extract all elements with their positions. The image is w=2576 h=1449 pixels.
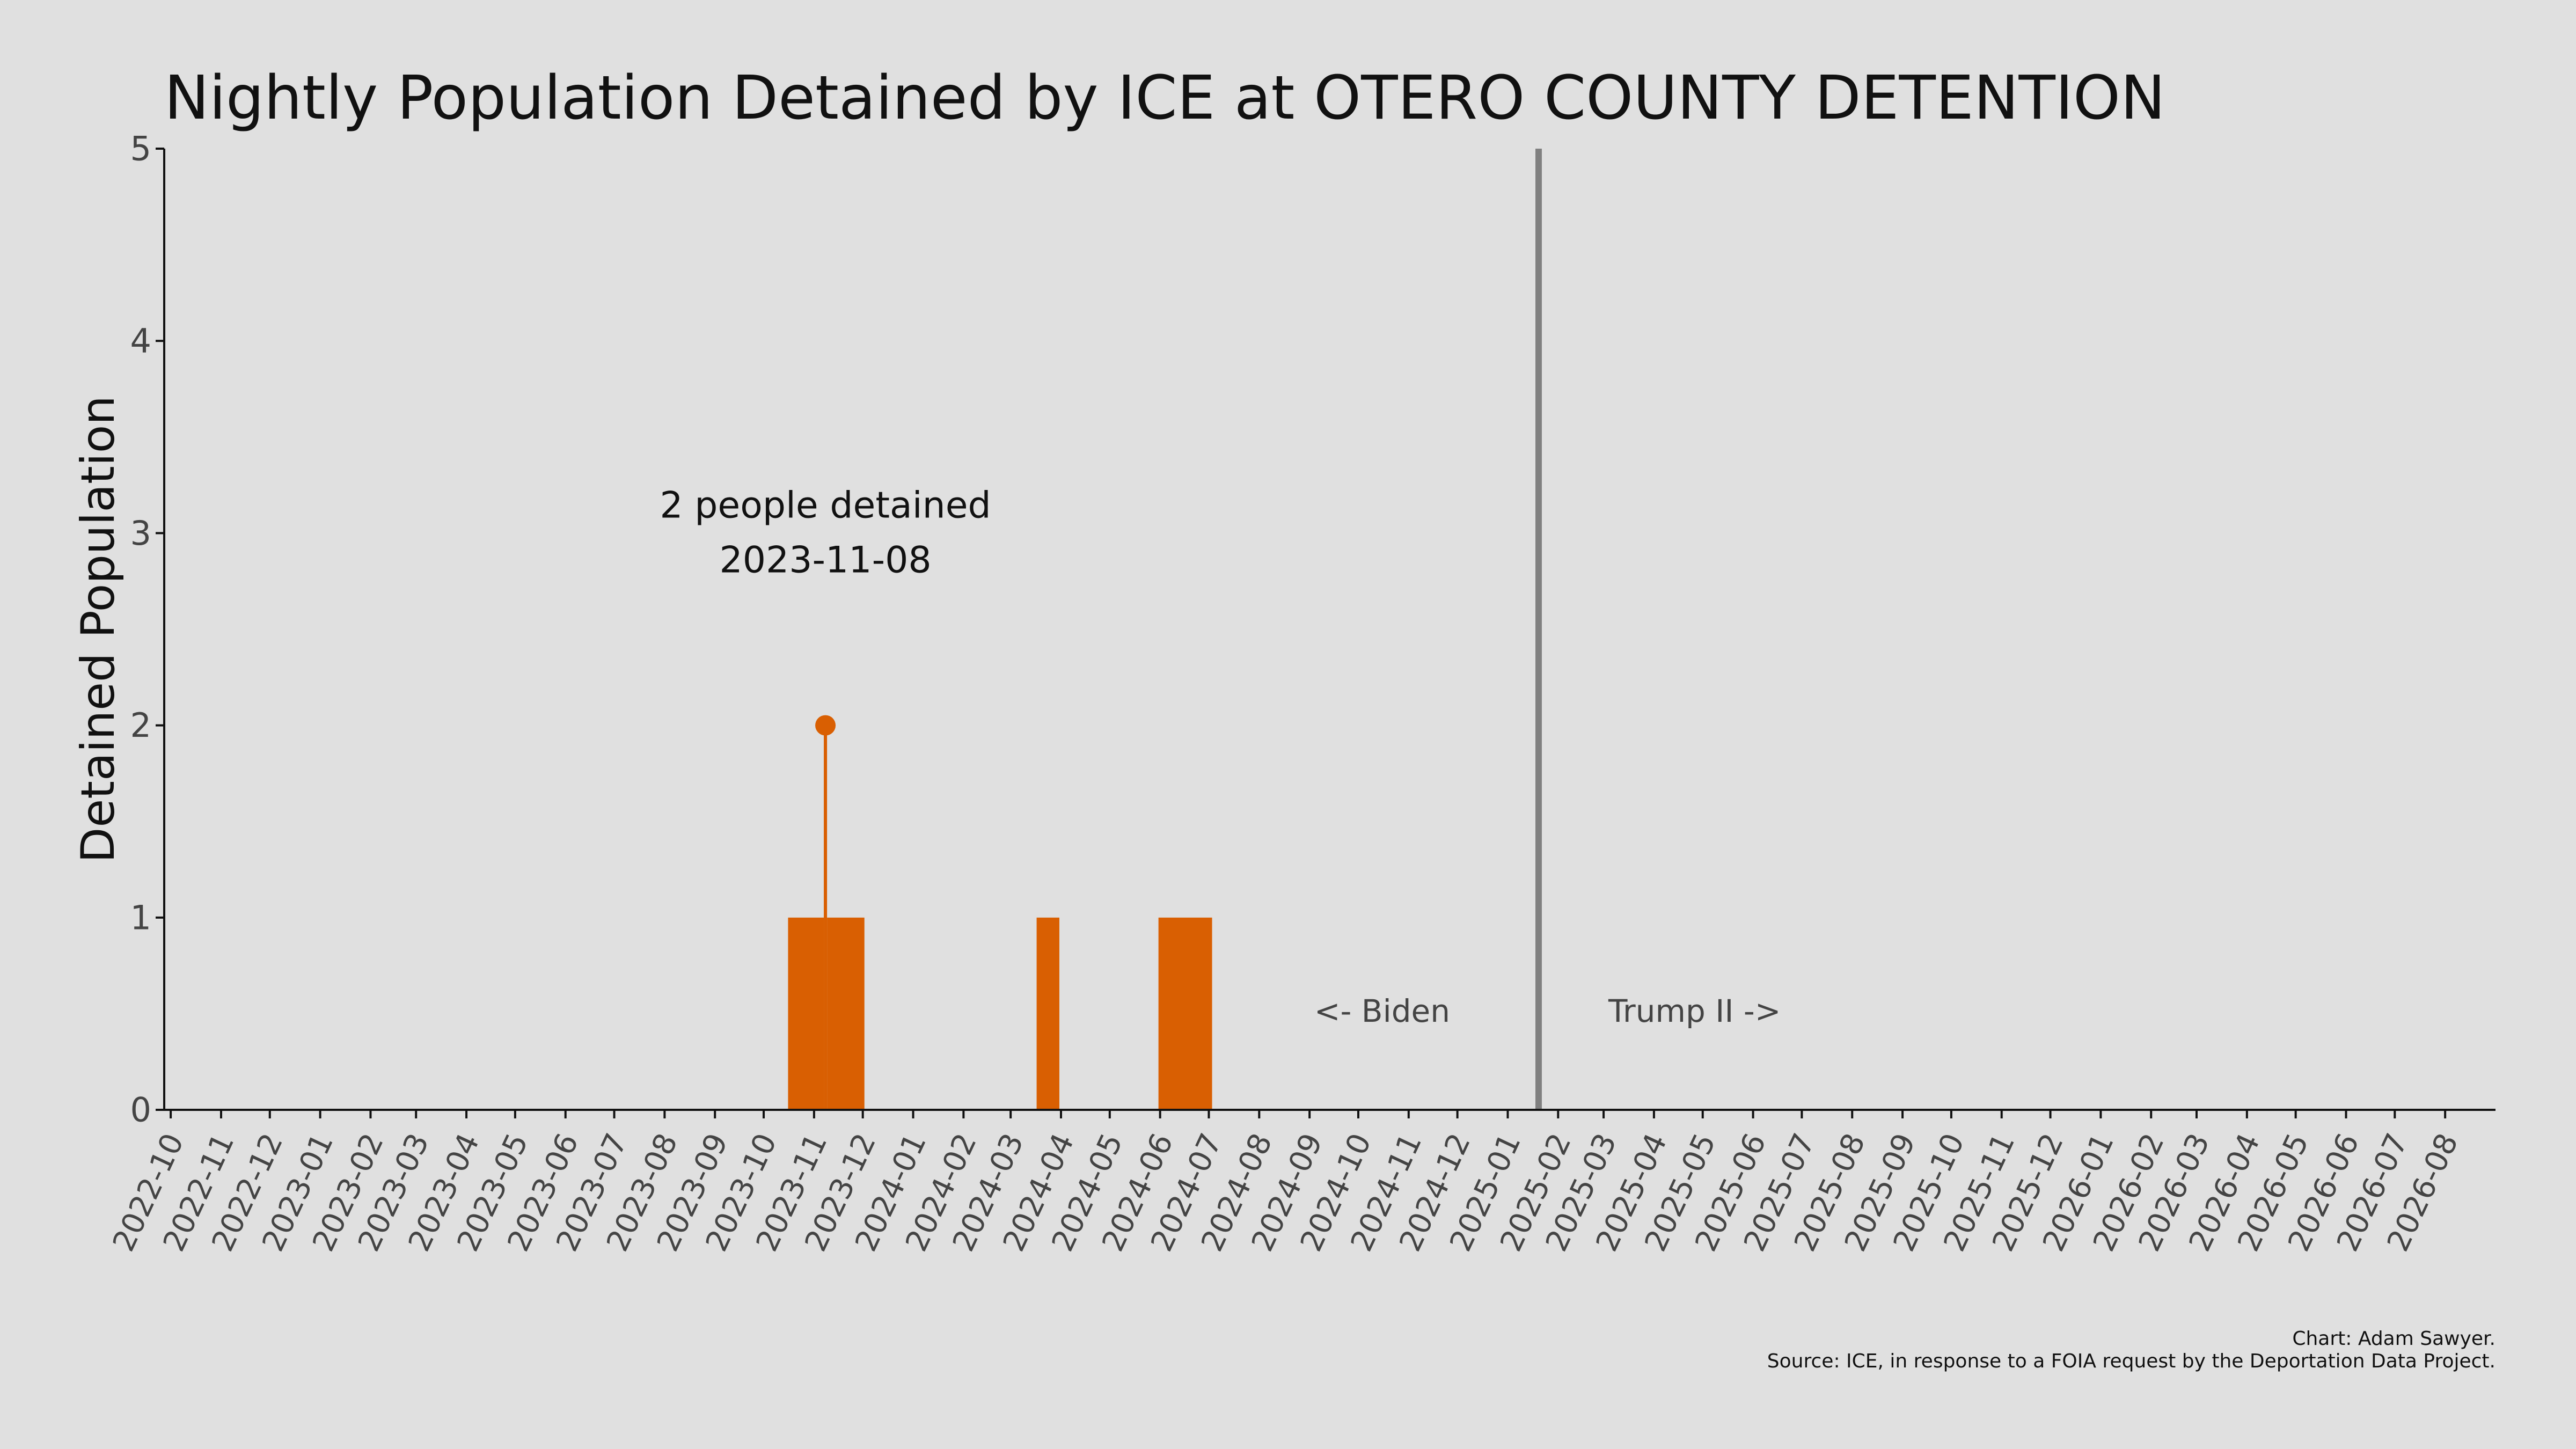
y-tick-label: 2 [130, 706, 151, 745]
biden-label: <- Biden [1314, 993, 1450, 1029]
trump-label: Trump II -> [1608, 993, 1781, 1029]
annotation-line-2: 2023-11-08 [719, 539, 931, 582]
bars-layer [788, 715, 1212, 1110]
peak-marker [815, 715, 836, 736]
y-tick-label: 4 [130, 321, 151, 361]
y-axis-label: Detained Population [71, 396, 125, 863]
bar [1036, 917, 1059, 1110]
y-tick-label: 3 [130, 514, 151, 553]
credit-author: Chart: Adam Sawyer. [2292, 1328, 2496, 1350]
bar [1158, 917, 1212, 1110]
bar [827, 917, 865, 1110]
chart-title: Nightly Population Detained by ICE at OT… [164, 63, 2165, 133]
y-tick-label: 0 [130, 1091, 151, 1130]
annotation-line-1: 2 people detained [660, 485, 991, 527]
credit-source: Source: ICE, in response to a FOIA reque… [1767, 1350, 2496, 1372]
y-tick-label: 5 [130, 129, 151, 169]
y-tick-label: 1 [130, 898, 151, 937]
labels-layer: 2 people detained 2023-11-08 <- Biden Trump… [660, 485, 1781, 1030]
bar [788, 917, 824, 1110]
bar [824, 725, 828, 1110]
